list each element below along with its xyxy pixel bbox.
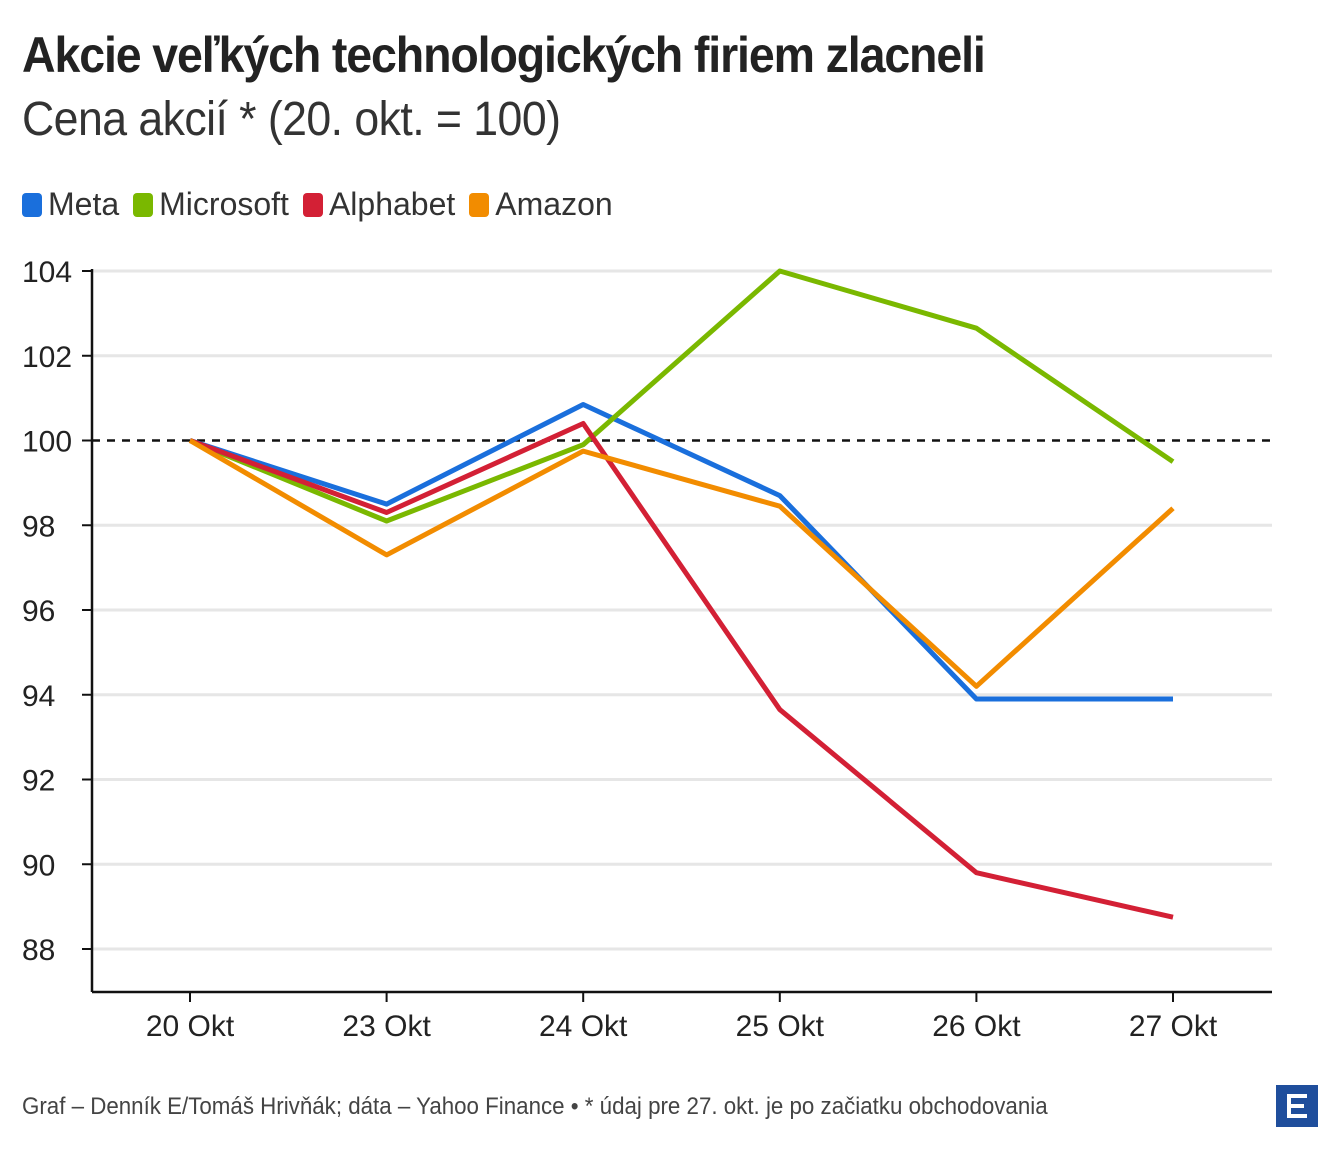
- chart-legend: Meta Microsoft Alphabet Amazon: [22, 186, 627, 223]
- series-line-alphabet: [189, 421, 1174, 920]
- series-line-meta: [189, 402, 1173, 702]
- y-tick-label: 88: [22, 934, 55, 967]
- y-tick-label: 98: [22, 510, 55, 543]
- chart-subtitle: Cena akcií * (20. okt. = 100): [22, 93, 561, 146]
- y-tick-label: 104: [22, 256, 72, 289]
- x-tick-label: 20 Okt: [146, 1010, 235, 1043]
- line-chart: 88 90 92 94 96 98 100 102 104 20 Okt 23 Okt 24 Okt 2…: [22, 256, 1272, 1043]
- x-tick-label: 26 Okt: [932, 1010, 1021, 1043]
- y-tick-label: 102: [22, 341, 72, 374]
- legend-swatch: [22, 192, 42, 217]
- y-tick-label: 94: [22, 680, 55, 713]
- legend-item-amazon: Amazon: [469, 186, 613, 223]
- x-tick-label: 27 Okt: [1129, 1010, 1218, 1043]
- denník-e-logo: [1276, 1085, 1318, 1127]
- series-line-amazon: [188, 438, 1175, 689]
- y-tick-label: 96: [22, 595, 55, 628]
- chart-title: Akcie veľkých technologických firiem zla…: [22, 27, 986, 83]
- x-tick-label: 25 Okt: [736, 1010, 825, 1043]
- legend-label: Meta: [48, 186, 120, 222]
- legend-label: Microsoft: [159, 186, 289, 222]
- y-tick-label: 92: [22, 765, 55, 798]
- legend-swatch: [133, 192, 154, 217]
- legend-label: Amazon: [495, 186, 613, 222]
- legend-label: Alphabet: [328, 186, 456, 222]
- y-tick-label: 100: [22, 426, 72, 459]
- series-line-microsoft: [189, 268, 1175, 524]
- y-tick-label: 90: [22, 849, 55, 882]
- legend-item-alphabet: Alphabet: [302, 186, 456, 223]
- legend-item-microsoft: Microsoft: [133, 186, 289, 223]
- legend-swatch: [302, 192, 323, 217]
- x-tick-label: 24 Okt: [539, 1010, 628, 1043]
- legend-swatch: [469, 192, 490, 217]
- legend-item-meta: Meta: [22, 186, 119, 223]
- x-tick-label: 23 Okt: [342, 1010, 431, 1043]
- source-footer: Graf – Denník E/Tomáš Hrivňák; dáta – Ya…: [22, 1093, 1048, 1120]
